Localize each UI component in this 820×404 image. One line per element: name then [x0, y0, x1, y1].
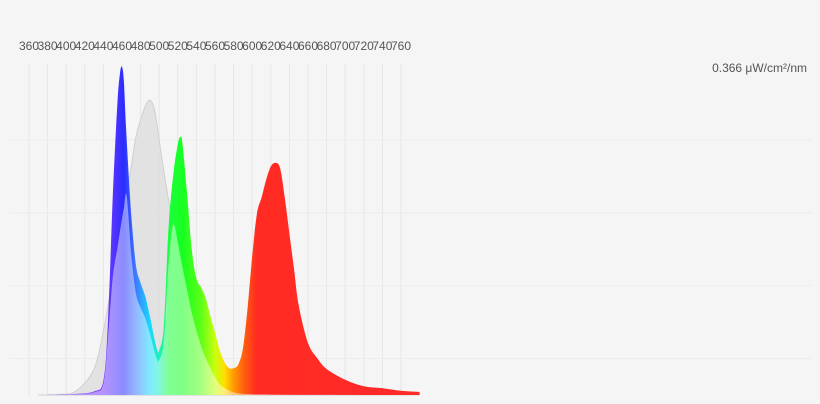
x-tick-label: 660	[298, 39, 318, 53]
x-axis-ticks: 3603804004204404604805005205405605806006…	[19, 39, 411, 53]
x-tick-label: 460	[112, 39, 132, 53]
x-tick-label: 620	[261, 39, 281, 53]
overlap-area	[38, 193, 420, 395]
x-tick-label: 400	[56, 39, 76, 53]
x-tick-label: 720	[354, 39, 374, 53]
x-tick-label: 540	[186, 39, 206, 53]
x-tick-label: 500	[149, 39, 169, 53]
rgb-spectrum-area	[38, 66, 420, 396]
x-tick-label: 480	[131, 39, 151, 53]
x-tick-label: 360	[19, 39, 39, 53]
x-tick-label: 380	[38, 39, 58, 53]
x-tick-label: 760	[391, 39, 411, 53]
x-tick-label: 680	[317, 39, 337, 53]
series-marks	[38, 66, 420, 396]
x-tick-label: 700	[335, 39, 355, 53]
x-tick-label: 560	[205, 39, 225, 53]
x-tick-label: 740	[372, 39, 392, 53]
x-tick-label: 520	[168, 39, 188, 53]
x-tick-label: 420	[75, 39, 95, 53]
x-tick-label: 580	[224, 39, 244, 53]
x-tick-label: 600	[242, 39, 262, 53]
x-tick-label: 640	[279, 39, 299, 53]
y-max-label: 0.366 μW/cm²/nm	[712, 61, 807, 75]
x-tick-label: 440	[93, 39, 113, 53]
